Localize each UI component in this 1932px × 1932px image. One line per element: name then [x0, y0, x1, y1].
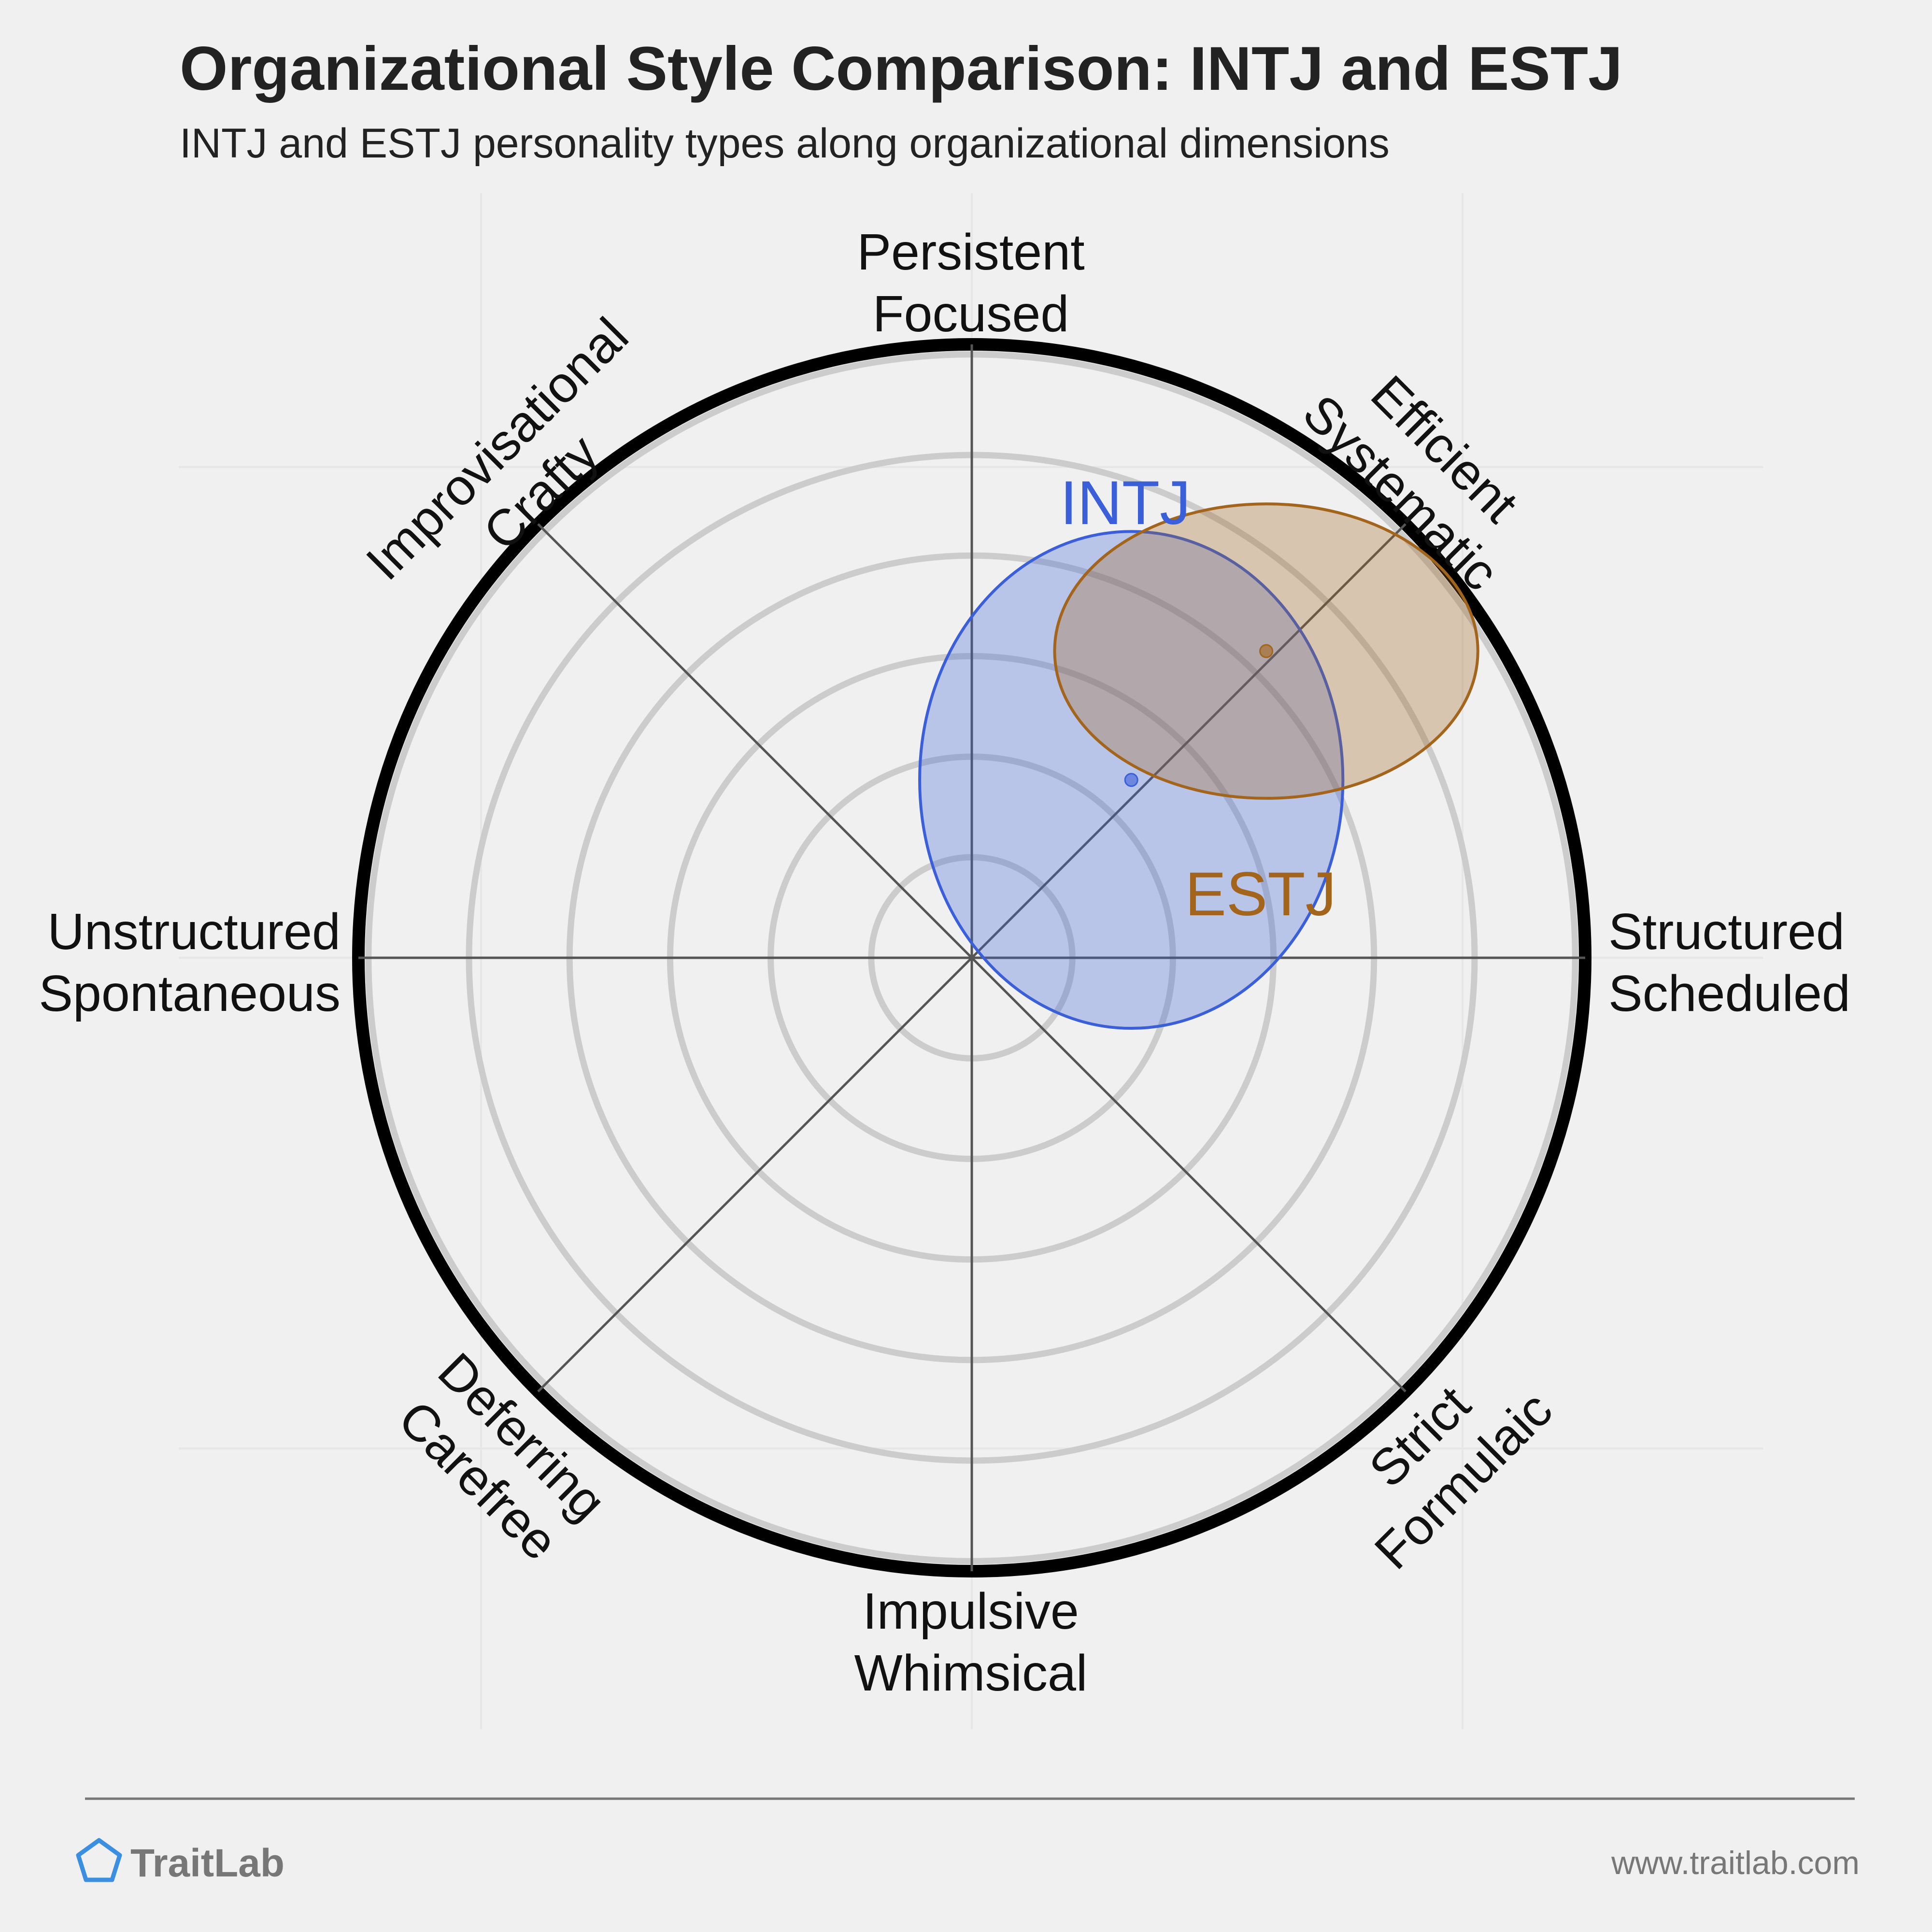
- axes: [358, 344, 1585, 1571]
- label-unstructured-spontaneous-line: Spontaneous: [39, 965, 341, 1022]
- label-persistent-focused-line: Persistent: [857, 224, 1084, 281]
- chart-title: Organizational Style Comparison: INTJ an…: [180, 34, 1622, 103]
- chart-subtitle: INTJ and ESTJ personality types along or…: [180, 120, 1390, 167]
- label-improvisational-crafty-line: Improvisational: [355, 307, 639, 591]
- intj-label: INTJ: [1060, 469, 1191, 538]
- intj-point: [1124, 773, 1138, 787]
- label-persistent-focused-line: Focused: [873, 285, 1069, 342]
- pentagon-icon: [76, 1838, 122, 1882]
- series-layer: INTJ ESTJ: [918, 469, 1479, 1030]
- estj-point: [1259, 644, 1274, 658]
- label-structured-scheduled-line: Scheduled: [1608, 965, 1850, 1022]
- label-impulsive-whimsical-line: Whimsical: [854, 1645, 1088, 1702]
- label-structured-scheduled-line: Structured: [1608, 903, 1845, 960]
- estj-label: ESTJ: [1185, 860, 1336, 929]
- label-impulsive-whimsical-line: Impulsive: [863, 1583, 1079, 1640]
- diagonal-axis: [537, 523, 1406, 1392]
- footer-url: www.traitlab.com: [1611, 1845, 1860, 1881]
- label-unstructured-spontaneous-line: Unstructured: [47, 903, 341, 960]
- footer-brand: TraitLab: [130, 1841, 284, 1885]
